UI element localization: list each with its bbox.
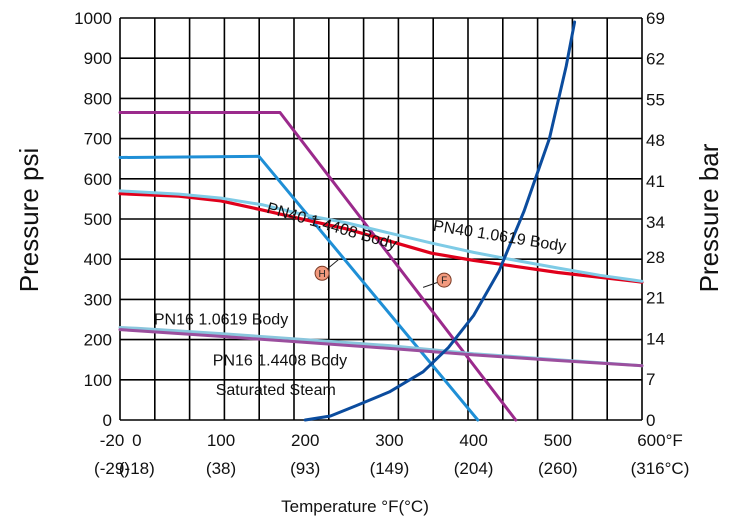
y-axis-title-right: Pressure bar (694, 143, 724, 292)
y-tick-label-right: 21 (646, 289, 665, 308)
x-tick-label: 100 (207, 431, 235, 450)
y-tick-label-left: 200 (84, 331, 112, 350)
x-tick-label: 200 (291, 431, 319, 450)
series-line-1 (118, 154, 480, 422)
marker-label: H (318, 269, 325, 280)
x-tick-sublabel: (204) (454, 459, 494, 478)
series-annotation: PN40 1.0619 Body (432, 218, 567, 256)
series-annotation: Saturated Steam (216, 382, 336, 399)
grid (119, 17, 643, 421)
x-tick-label: 500 (544, 431, 572, 450)
y-tick-label-right: 48 (646, 131, 665, 150)
y-tick-label-right: 69 (646, 9, 665, 28)
x-tick-sublabel: (-29) (94, 459, 130, 478)
y-tick-label-left: 700 (84, 130, 112, 149)
y-tick-label-right: 0 (646, 411, 655, 430)
x-tick-sublabel: (260) (538, 459, 578, 478)
x-tick-sublabel: (-18) (119, 459, 155, 478)
x-tick-label: 0 (132, 431, 141, 450)
x-tick-label: 600°F (637, 431, 683, 450)
y-tick-label-right: 7 (646, 370, 655, 389)
x-tick-sublabel: (316°C) (631, 459, 690, 478)
x-tick-label: 300 (375, 431, 403, 450)
y-tick-label-left: 400 (84, 250, 112, 269)
series-lines (118, 20, 644, 422)
series-annotation: PN16 1.0619 Body (154, 312, 288, 329)
y-tick-label-left: 500 (84, 210, 112, 229)
x-tick-sublabel: (93) (290, 459, 320, 478)
y-tick-label-right: 34 (646, 213, 665, 232)
y-tick-label-right: 62 (646, 50, 665, 69)
y-tick-label-left: 800 (84, 89, 112, 108)
x-tick-sublabel: (38) (206, 459, 236, 478)
y-tick-label-right: 28 (646, 248, 665, 267)
marker-circle-f (436, 272, 452, 288)
markers: HF (314, 258, 452, 288)
y-tick-label-left: 900 (84, 49, 112, 68)
marker-circle-h (314, 265, 330, 281)
y-axis-title-left: Pressure psi (14, 148, 44, 293)
y-tick-label-left: 600 (84, 170, 112, 189)
x-tick-label: 400 (459, 431, 487, 450)
x-axis-title: Temperature °F(°C) (281, 497, 429, 516)
series-annotation: PN16 1.4408 Body (213, 353, 347, 370)
y-tick-label-left: 1000 (74, 9, 112, 28)
y-tick-label-left: 0 (103, 411, 112, 430)
series-line-2 (118, 192, 644, 284)
y-tick-label-right: 14 (646, 329, 665, 348)
y-tick-label-left: 300 (84, 290, 112, 309)
series-line-5 (118, 328, 644, 368)
series-line-3 (118, 189, 644, 283)
marker-label: F (441, 276, 447, 287)
series-line-6 (303, 20, 577, 422)
tick-labels: 0100200300400500600700800900100007142128… (74, 9, 689, 478)
x-tick-sublabel: (149) (370, 459, 410, 478)
y-tick-label-left: 100 (84, 371, 112, 390)
series-line-0 (118, 111, 518, 422)
x-tick-label: -20 (100, 431, 125, 450)
y-tick-label-right: 55 (646, 90, 665, 109)
y-tick-label-right: 41 (646, 172, 665, 191)
